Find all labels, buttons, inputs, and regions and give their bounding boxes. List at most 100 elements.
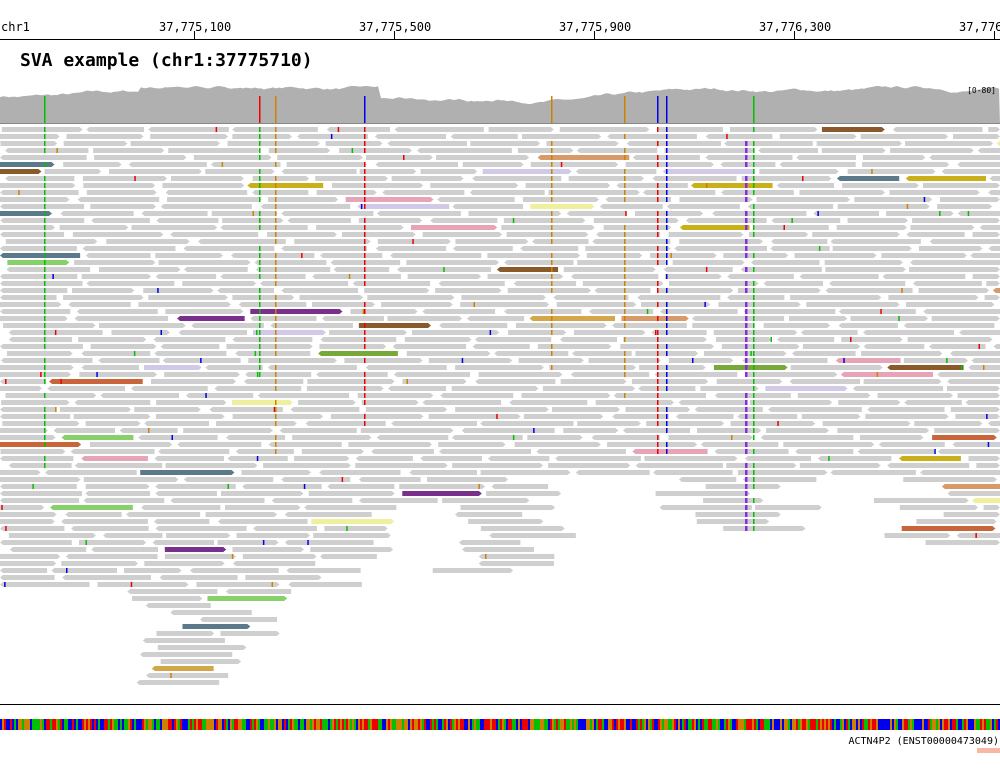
aligned-read [656,288,734,293]
read-shape [937,204,993,209]
aligned-read [359,169,417,174]
read-variant [364,414,366,419]
aligned-read [103,533,163,538]
sequence-base [480,719,482,730]
read-shape [873,498,969,503]
sequence-base [968,719,970,730]
read-shape [744,456,812,461]
sequence-base [794,719,796,730]
aligned-read [209,407,283,412]
read-shape [825,267,906,272]
sequence-base [528,719,530,730]
aligned-read [635,351,699,356]
read-shape [553,295,629,300]
read-variant [666,253,668,258]
read-shape [156,400,227,405]
sequence-base [244,719,246,730]
aligned-read [953,134,1000,139]
aligned-read [53,428,115,433]
read-shape [0,211,52,216]
read-variant [753,232,755,237]
sequence-base [610,719,612,730]
aligned-read [397,267,492,272]
aligned-read [0,568,48,573]
aligned-read [81,274,152,279]
aligned-read [130,141,221,146]
aligned-read [332,183,424,188]
sequence-base [564,719,566,730]
sequence-base [750,719,752,730]
read-variant [624,197,626,202]
aligned-read [284,512,372,517]
read-shape [850,316,929,321]
aligned-read [575,470,650,475]
sequence-base [420,719,422,730]
read-shape [783,442,875,447]
read-shape [205,169,275,174]
read-shape [388,386,447,391]
read-variant [745,330,748,335]
read-shape [155,484,236,489]
discordant-read [713,365,788,370]
sequence-base [252,719,254,730]
aligned-read [695,512,781,517]
sequence-base [314,719,316,730]
alignment-track[interactable] [0,126,1000,696]
coverage-track[interactable] [0,84,1000,124]
sequence-base [562,719,564,730]
read-variant [624,253,626,258]
read-shape [607,134,697,139]
sequence-base [680,719,682,730]
read-variant [44,330,46,335]
read-shape [74,260,156,265]
aligned-read [156,218,219,223]
sequence-base [488,719,490,730]
aligned-read [154,456,225,461]
sequence-base [712,719,714,730]
aligned-read [659,505,752,510]
read-shape [946,386,1000,391]
aligned-read [263,463,351,468]
aligned-read [426,477,509,482]
gene-feature[interactable] [977,748,1000,753]
read-shape [350,309,418,314]
aligned-read [0,498,80,503]
aligned-read [889,190,980,195]
sequence-base [128,719,130,730]
sequence-base [88,719,90,730]
read-shape [806,302,900,307]
aligned-read [98,358,160,363]
read-variant [666,141,668,146]
read-shape [703,498,764,503]
read-variant [551,190,553,195]
read-shape [664,274,722,279]
aligned-read [623,337,707,342]
read-shape [330,414,424,419]
read-mismatch [478,484,480,489]
sequence-base [456,719,458,730]
aligned-read [478,554,555,559]
read-variant [364,148,366,153]
read-variant [259,134,261,139]
read-variant [551,169,553,174]
read-variant [275,442,277,447]
reference-sequence-track[interactable] [0,719,1000,730]
aligned-read [478,372,563,377]
aligned-read [460,302,550,307]
sequence-base [618,719,620,730]
read-shape [81,365,139,370]
read-shape [968,456,1000,461]
aligned-read [506,232,589,237]
read-shape [393,372,471,377]
read-variant [657,218,659,223]
sequence-base [636,719,638,730]
read-variant [364,379,366,384]
sequence-base [556,719,558,730]
read-mismatch [512,218,515,223]
aligned-read [563,267,656,272]
read-shape [360,428,454,433]
sequence-base [740,719,742,730]
read-shape [653,470,733,475]
aligned-read [455,512,523,517]
read-variant [657,393,659,398]
